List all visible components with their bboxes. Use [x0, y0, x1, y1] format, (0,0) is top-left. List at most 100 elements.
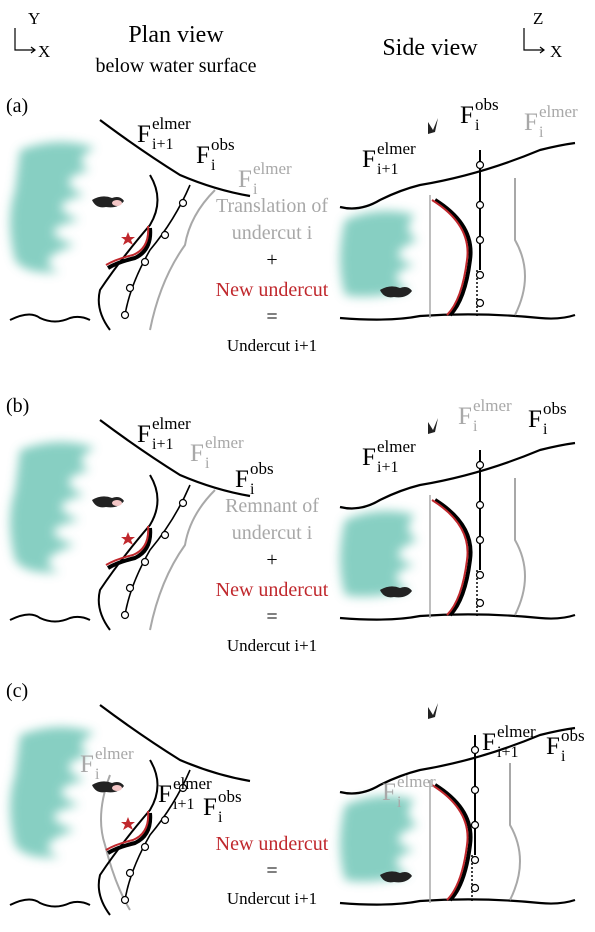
obs-point [178, 498, 188, 508]
panel-label: (b) [6, 395, 29, 417]
label-superscript: obs [475, 95, 499, 114]
label-base: F [524, 109, 538, 136]
label-base: F [460, 102, 474, 129]
side-undercut-red [431, 784, 469, 901]
label-superscript: elmer [205, 433, 244, 452]
label-superscript: elmer [473, 396, 512, 415]
obs-point [470, 785, 480, 795]
label-base: F [196, 142, 210, 169]
star [121, 532, 135, 545]
obs-point [125, 583, 135, 593]
obs-point [470, 883, 480, 893]
obs-point [470, 745, 480, 755]
label-subscript: i [543, 421, 548, 438]
undercut-black [106, 527, 153, 570]
label-superscript: obs [561, 726, 585, 745]
seal-side [380, 586, 412, 598]
obs-point [475, 460, 485, 470]
shore [9, 898, 91, 908]
label-subscript: i [211, 157, 216, 174]
label-base: F [362, 146, 376, 173]
label-superscript: elmer [173, 774, 212, 793]
bed [339, 313, 576, 321]
bed [339, 613, 576, 621]
water-plan [10, 141, 95, 273]
equation-text: + [266, 549, 277, 571]
obs-point [470, 855, 480, 865]
obs-point [140, 257, 150, 267]
obs-point [475, 500, 485, 510]
side-undercut-black [433, 198, 473, 317]
label-base: F [235, 466, 249, 493]
side-undercut-black [433, 783, 473, 902]
ice-edge [99, 704, 251, 783]
side-front-gray [514, 178, 526, 316]
obs-point [475, 535, 485, 545]
panel-label: (c) [6, 680, 28, 702]
seal-face [112, 200, 122, 206]
equation-text: = [266, 860, 277, 882]
obs-point [475, 160, 485, 170]
plan-axes-icon [14, 28, 36, 54]
side-front-gray [509, 763, 521, 901]
side-undercut-black [433, 498, 473, 617]
side-undercut-red [431, 499, 469, 616]
obs-point [140, 557, 150, 567]
water-plan [10, 726, 95, 858]
label-subscript: i+1 [377, 161, 398, 178]
shore [9, 313, 91, 323]
obs-point [178, 783, 188, 793]
shore [9, 613, 91, 623]
label-subscript: i+1 [173, 796, 194, 813]
bird [428, 118, 438, 134]
label-subscript: i+1 [152, 436, 173, 453]
obs-point [125, 283, 135, 293]
bed [339, 898, 576, 906]
axis-letter: X [38, 42, 50, 61]
undercut-black [106, 812, 153, 855]
label-base: F [546, 733, 560, 760]
label-base: F [458, 403, 472, 430]
equation-text: New undercut [216, 279, 329, 301]
seal-side [380, 871, 412, 883]
front-gray [149, 489, 216, 631]
water-side [340, 796, 418, 882]
label-superscript: obs [250, 459, 274, 478]
label-base: F [482, 729, 496, 756]
equation-text: New undercut [216, 579, 329, 601]
label-subscript: i+1 [377, 459, 398, 476]
label-base: F [238, 166, 252, 193]
bird [428, 703, 438, 719]
equation-text: Undercut i+1 [227, 636, 317, 655]
equation-text: + [266, 249, 277, 271]
obs-point [475, 235, 485, 245]
label-subscript: i [218, 809, 223, 826]
panel-drawing [9, 703, 576, 916]
label-base: F [190, 440, 204, 467]
axis-letter: X [550, 42, 562, 61]
front-gray [149, 189, 216, 331]
label-superscript: elmer [253, 159, 292, 178]
label-subscript: i [250, 481, 255, 498]
axis-letter: Z [533, 9, 543, 28]
star [121, 817, 135, 830]
ice-surface [339, 141, 576, 210]
equation-text: undercut i [232, 522, 313, 544]
label-superscript: elmer [152, 114, 191, 133]
obs-point [470, 820, 480, 830]
label-base: F [158, 781, 172, 808]
obs-point [120, 610, 130, 620]
label-superscript: elmer [152, 414, 191, 433]
label-subscript: i [253, 181, 258, 198]
panel-drawing [9, 418, 576, 631]
obs-point [125, 868, 135, 878]
obs-point [160, 815, 170, 825]
obs-point [120, 310, 130, 320]
label-subscript: i [95, 766, 100, 783]
label-base: F [137, 121, 151, 148]
ice-edge [99, 419, 251, 498]
obs-point [140, 842, 150, 852]
label-superscript: elmer [539, 102, 578, 121]
obs-point [475, 598, 485, 608]
undercut-red [105, 225, 150, 266]
